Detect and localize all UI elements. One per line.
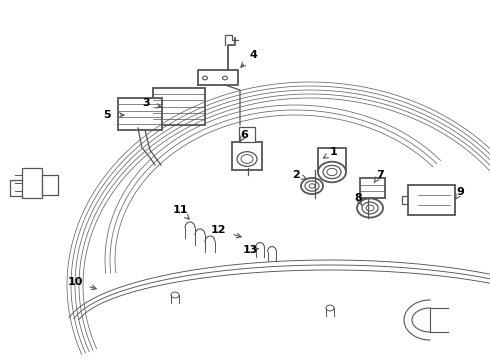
Bar <box>118 98 162 130</box>
Bar <box>42 175 58 195</box>
Circle shape <box>222 76 227 80</box>
Circle shape <box>202 76 207 80</box>
Circle shape <box>241 154 253 163</box>
Bar <box>318 148 346 170</box>
Circle shape <box>362 202 378 214</box>
Text: 13: 13 <box>243 245 258 255</box>
Circle shape <box>323 165 341 179</box>
Circle shape <box>305 181 319 191</box>
Text: 12: 12 <box>210 225 226 235</box>
Circle shape <box>366 205 374 211</box>
Circle shape <box>357 198 383 217</box>
Text: 10: 10 <box>67 277 83 287</box>
Text: 9: 9 <box>456 187 464 197</box>
Circle shape <box>301 178 323 194</box>
Text: 7: 7 <box>376 170 384 180</box>
Circle shape <box>326 305 334 311</box>
Circle shape <box>171 292 179 298</box>
Text: 11: 11 <box>172 205 188 215</box>
Bar <box>408 185 455 215</box>
Bar <box>232 142 262 170</box>
Text: 5: 5 <box>103 110 111 120</box>
Bar <box>360 178 385 198</box>
Text: 6: 6 <box>240 130 248 140</box>
Circle shape <box>327 168 337 176</box>
Text: 3: 3 <box>142 98 150 108</box>
Text: 2: 2 <box>292 170 300 180</box>
Circle shape <box>309 184 315 188</box>
Bar <box>239 127 255 142</box>
Text: 1: 1 <box>330 147 338 157</box>
Bar <box>153 88 205 125</box>
Bar <box>22 168 42 198</box>
Text: 8: 8 <box>354 193 362 203</box>
Circle shape <box>237 152 257 166</box>
Text: 4: 4 <box>249 50 257 60</box>
Circle shape <box>318 162 346 182</box>
